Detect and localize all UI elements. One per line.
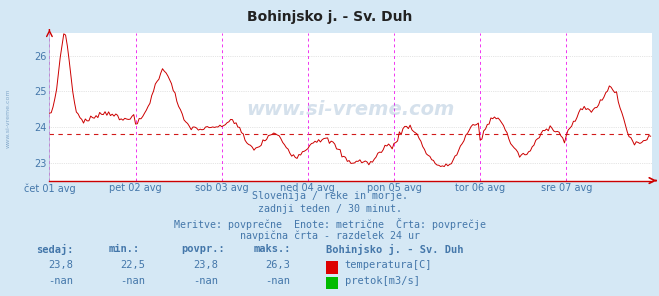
Text: Meritve: povprečne  Enote: metrične  Črta: povprečje: Meritve: povprečne Enote: metrične Črta:…	[173, 218, 486, 230]
Text: 26,3: 26,3	[266, 260, 291, 271]
Text: www.si-vreme.com: www.si-vreme.com	[5, 89, 11, 148]
Text: pretok[m3/s]: pretok[m3/s]	[345, 276, 420, 286]
Text: temperatura[C]: temperatura[C]	[345, 260, 432, 271]
Text: -nan: -nan	[266, 276, 291, 286]
Text: zadnji teden / 30 minut.: zadnji teden / 30 minut.	[258, 204, 401, 214]
Text: Slovenija / reke in morje.: Slovenija / reke in morje.	[252, 191, 407, 201]
Text: -nan: -nan	[121, 276, 146, 286]
Text: Bohinjsko j. - Sv. Duh: Bohinjsko j. - Sv. Duh	[326, 244, 464, 255]
Text: 23,8: 23,8	[48, 260, 73, 271]
Text: -nan: -nan	[48, 276, 73, 286]
Text: sedaj:: sedaj:	[36, 244, 74, 255]
Text: 22,5: 22,5	[121, 260, 146, 271]
Text: povpr.:: povpr.:	[181, 244, 225, 254]
Text: www.si-vreme.com: www.si-vreme.com	[246, 100, 455, 119]
Text: maks.:: maks.:	[254, 244, 291, 254]
Text: Bohinjsko j. - Sv. Duh: Bohinjsko j. - Sv. Duh	[247, 10, 412, 24]
Text: navpična črta - razdelek 24 ur: navpična črta - razdelek 24 ur	[239, 231, 420, 241]
Text: min.:: min.:	[109, 244, 140, 254]
Text: 23,8: 23,8	[193, 260, 218, 271]
Text: -nan: -nan	[193, 276, 218, 286]
